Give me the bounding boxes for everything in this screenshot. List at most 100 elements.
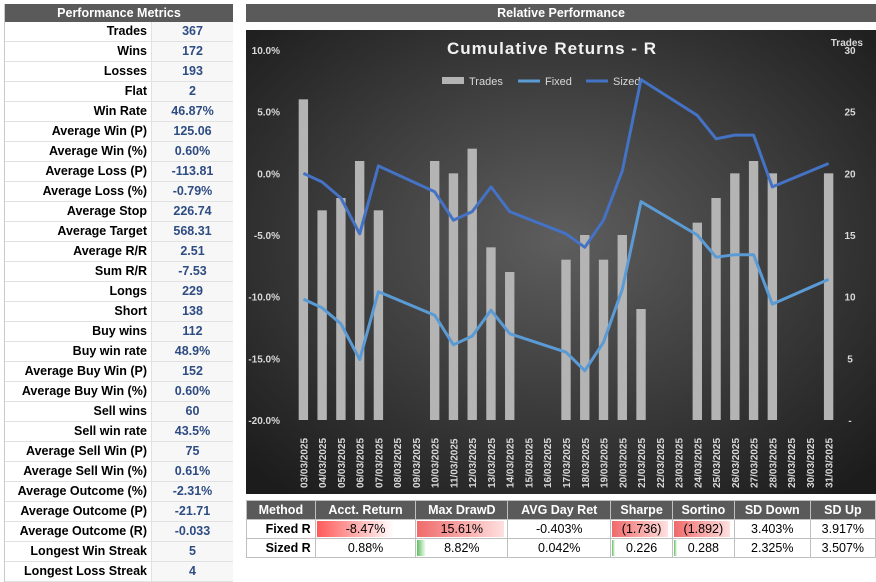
x-tick-label: 26/03/2025 <box>731 438 742 488</box>
metric-row: Flat 2 <box>5 82 233 102</box>
series-lines <box>302 78 830 373</box>
stats-cell-max-drawd: 15.61% <box>415 519 509 539</box>
trades-bar <box>373 210 384 420</box>
metric-value: 0.60% <box>151 382 233 401</box>
metric-label: Trades <box>106 24 147 38</box>
metric-row: Average Buy Win (%) 0.60% <box>5 382 233 402</box>
metric-value: 367 <box>151 22 233 41</box>
metric-label: Sell win rate <box>74 424 147 438</box>
left-axis-ticks: 10.0% 5.0% 0.0% -5.0% -10.0% -15.0% -20.0% <box>248 46 280 427</box>
stats-header-cell: Sharpe <box>610 500 673 520</box>
metric-row: Average Win (P) 125.06 <box>5 122 233 142</box>
data-bar <box>673 540 677 556</box>
metric-value: 112 <box>151 322 233 341</box>
x-tick-label: 13/03/2025 <box>487 438 498 488</box>
metric-row: Average Loss (P) -113.81 <box>5 162 233 182</box>
stats-header-cell: Acct. Return <box>314 500 417 520</box>
metric-row: Average Win (%) 0.60% <box>5 142 233 162</box>
x-tick-label: 17/03/2025 <box>562 438 573 488</box>
metric-value: 193 <box>151 62 233 81</box>
x-tick-label: 03/03/2025 <box>299 438 310 488</box>
right-tick-label: - <box>848 416 851 427</box>
stats-cell-sd-down: 3.403% <box>733 519 811 539</box>
data-bar <box>316 521 395 537</box>
metric-label: Average Target <box>57 224 147 238</box>
metric-value: 152 <box>151 362 233 381</box>
metric-label: Average Outcome (R) <box>19 524 147 538</box>
x-tick-label: 04/03/2025 <box>318 438 329 488</box>
stats-cell-acct-return: 0.88% <box>314 538 417 558</box>
metric-value: -0.79% <box>151 182 233 201</box>
stats-header-cell: Method <box>246 500 316 520</box>
metric-row: Longest Win Streak 5 <box>5 542 233 562</box>
trades-bar <box>354 161 365 420</box>
stats-cell-text: (1.736) <box>621 522 662 536</box>
data-bar <box>673 521 730 537</box>
stats-header-cell: Sortino <box>671 500 735 520</box>
trades-bar <box>467 148 477 420</box>
metric-row: Trades 367 <box>5 22 233 42</box>
trades-bar <box>317 210 327 420</box>
stats-cell-text: 2.325% <box>751 541 794 555</box>
metric-row: Buy wins 112 <box>5 322 233 342</box>
x-tick-label: 10/03/2025 <box>431 438 442 488</box>
x-tick-label: 21/03/2025 <box>637 438 648 488</box>
data-bar <box>417 521 504 537</box>
secondary-axis-title: Trades <box>831 38 864 49</box>
metric-row: Sell wins 60 <box>5 402 233 422</box>
stats-cell-sd-down: 2.325% <box>733 538 811 558</box>
left-tick-label: -5.0% <box>254 231 280 242</box>
metric-value: 2 <box>151 82 233 101</box>
x-tick-label: 29/03/2025 <box>787 438 798 488</box>
x-tick-label: 27/03/2025 <box>750 438 761 488</box>
data-bar <box>612 540 616 556</box>
stats-cell-text: -0.403% <box>535 522 583 536</box>
cumulative-returns-chart: Cumulative Returns - R Trades Trades Fixe… <box>246 30 876 494</box>
stats-cell-text: 0.88% <box>347 541 384 555</box>
legend-swatch-trades <box>442 77 464 84</box>
metric-label: Wins <box>117 44 147 58</box>
data-bar <box>417 540 427 556</box>
trades-bar <box>448 173 459 420</box>
metric-label: Average Loss (%) <box>42 184 147 198</box>
stats-cell-text: Fixed R <box>265 522 311 536</box>
metric-row: Average Buy Win (P) 152 <box>5 362 233 382</box>
trades-bar <box>617 235 627 420</box>
metric-row: Short 138 <box>5 302 233 322</box>
metric-row: Average Sell Win (%) 0.61% <box>5 462 233 482</box>
right-tick-label: 15 <box>844 231 856 242</box>
stats-cell-text: 3.917% <box>821 522 865 536</box>
method-label: Fixed R <box>246 519 316 539</box>
trades-bar <box>748 161 759 420</box>
trades-bar <box>636 309 646 420</box>
left-tick-label: -20.0% <box>248 416 280 427</box>
metric-value: 75 <box>151 442 233 461</box>
stats-cell-text: 0.042% <box>538 541 581 555</box>
stats-row: Sized R 0.88% 8.82% 0.042% 0.226 0.288 2.325% 3… <box>246 538 876 558</box>
left-tick-label: 10.0% <box>252 46 280 57</box>
metric-row: Buy win rate 48.9% <box>5 342 233 362</box>
right-axis-ticks: 30 25 20 15 10 5 - <box>844 46 856 427</box>
metric-value: 48.9% <box>151 342 233 361</box>
metric-row: Average Outcome (%) -2.31% <box>5 482 233 502</box>
chart-legend: Trades Fixed Sized <box>442 76 641 88</box>
metric-label: Longs <box>109 284 148 298</box>
stats-cell-text: 0.226 <box>625 541 658 555</box>
stats-cell-text: -8.47% <box>345 522 386 536</box>
stats-cell-text: (1.892) <box>683 522 724 536</box>
metric-value: -21.71 <box>151 502 233 521</box>
metric-label: Longest Win Streak <box>30 544 147 558</box>
metric-value: -2.31% <box>151 482 233 501</box>
performance-metrics-title: Performance Metrics <box>5 4 233 22</box>
metric-row: Average Loss (%) -0.79% <box>5 182 233 202</box>
trades-bar <box>486 247 496 420</box>
x-tick-label: 19/03/2025 <box>600 438 611 488</box>
stats-cell-text: 3.507% <box>821 541 865 555</box>
metric-value: 5 <box>151 542 233 561</box>
metric-label: Buy win rate <box>72 344 147 358</box>
stats-cell-text: 8.82% <box>444 541 480 555</box>
x-tick-label: 16/03/2025 <box>543 438 554 488</box>
metric-label: Losses <box>103 64 147 78</box>
stats-cell-sharpe: 0.226 <box>610 538 673 558</box>
trades-bar <box>336 198 346 420</box>
